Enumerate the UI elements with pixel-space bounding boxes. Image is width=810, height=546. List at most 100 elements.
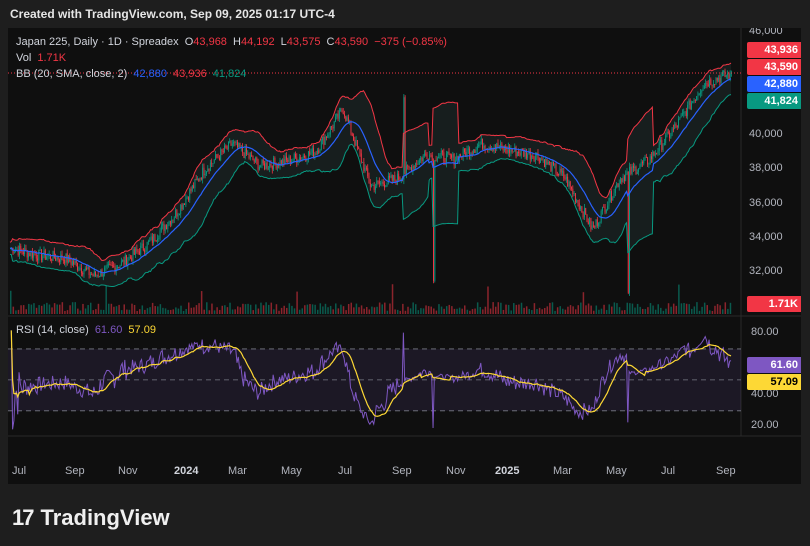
candle-body xyxy=(364,167,366,172)
volume-bar xyxy=(311,304,314,314)
candle-body xyxy=(229,141,231,143)
volume-bar xyxy=(167,309,169,314)
candle-body xyxy=(288,156,290,162)
volume-bar xyxy=(479,307,481,314)
volume-bar xyxy=(600,308,603,314)
candle-body xyxy=(442,151,443,153)
candle-body xyxy=(394,175,396,180)
candle-body xyxy=(376,180,378,187)
volume-bar xyxy=(373,307,376,314)
candle-body xyxy=(443,152,445,162)
volume-bar xyxy=(528,308,531,314)
volume-bar xyxy=(38,305,40,314)
volume-bar xyxy=(482,309,484,314)
volume-bar xyxy=(626,302,629,314)
candle-body xyxy=(304,155,305,158)
candle-body xyxy=(642,161,643,164)
candle-body xyxy=(157,238,158,241)
volume-bar xyxy=(507,304,510,314)
time-axis-label: Mar xyxy=(553,465,572,477)
candle-body xyxy=(182,203,184,210)
candle-body xyxy=(96,275,98,276)
upper-band-tag: 43,936 xyxy=(747,42,801,58)
candle-body xyxy=(546,158,548,165)
candle-body xyxy=(516,151,518,157)
candle-body xyxy=(420,158,422,160)
candle-body xyxy=(320,140,322,150)
volume-bar xyxy=(492,302,494,314)
volume-bar xyxy=(414,304,417,314)
rsi-axis-label: 40.00 xyxy=(751,388,779,401)
volume-bar xyxy=(402,303,404,314)
candle-body xyxy=(133,249,135,255)
candle-body xyxy=(97,275,99,277)
candle-body xyxy=(300,157,302,160)
candle-body xyxy=(413,166,415,169)
candle-body xyxy=(434,160,436,281)
volume-bar xyxy=(169,309,172,314)
candle-body xyxy=(180,204,182,215)
volume-bar xyxy=(244,304,247,314)
basis-tag: 42,880 xyxy=(747,76,801,92)
volume-bar xyxy=(322,306,324,314)
candle-body xyxy=(255,157,256,162)
volume-bar xyxy=(108,303,110,314)
candle-body xyxy=(83,270,85,275)
candle-body xyxy=(319,149,321,153)
candle-body xyxy=(431,155,433,161)
volume-bar xyxy=(559,306,561,314)
candle-body xyxy=(454,160,456,165)
volume-bar xyxy=(136,310,138,314)
candle-body xyxy=(520,149,522,156)
candle-body xyxy=(105,266,107,268)
volume-bar xyxy=(438,304,440,314)
candle-body xyxy=(476,146,478,150)
volume-bar xyxy=(613,302,616,314)
candle-body xyxy=(396,173,398,184)
chart-frame[interactable]: Japan 225, Daily · 1D · Spreadex O43,968… xyxy=(8,28,801,484)
candle-body xyxy=(49,254,51,260)
candle-body xyxy=(483,145,485,149)
candle-body xyxy=(439,154,441,157)
candle-body xyxy=(195,179,197,180)
candle-body xyxy=(247,154,249,155)
tradingview-logo-icon: 17 xyxy=(12,505,35,530)
candle-body xyxy=(177,214,179,217)
candle-body xyxy=(598,222,600,226)
legend-vol-value: 1.71K xyxy=(37,52,67,64)
candle-body xyxy=(369,183,371,187)
candle-body xyxy=(202,167,204,180)
candle-body xyxy=(529,150,531,160)
candle-body xyxy=(284,156,286,164)
volume-bar xyxy=(611,306,613,314)
candle-body xyxy=(313,148,315,158)
time-axis-label: 2025 xyxy=(495,465,520,477)
candle-body xyxy=(608,201,610,206)
volume-bar xyxy=(247,303,249,314)
volume-bar xyxy=(151,302,154,314)
tradingview-logo[interactable]: 17 TradingView xyxy=(12,505,170,531)
volume-bar xyxy=(453,308,456,314)
candle-body xyxy=(445,153,447,164)
candle-body xyxy=(306,159,308,161)
candle-body xyxy=(654,153,656,156)
legend-bb-basis: 42,880 xyxy=(133,68,167,80)
candle-body xyxy=(89,274,91,276)
time-axis-label: Nov xyxy=(118,465,138,477)
candle-body xyxy=(282,158,284,166)
candle-body xyxy=(132,249,134,261)
volume-bar xyxy=(386,310,389,314)
volume-bar xyxy=(61,302,64,314)
candle-body xyxy=(630,166,632,174)
candle-body xyxy=(117,267,118,269)
candle-body xyxy=(652,151,654,160)
candle-body xyxy=(253,160,255,162)
chart-canvas[interactable] xyxy=(8,28,801,484)
volume-bar xyxy=(120,310,123,314)
volume-bar xyxy=(445,306,448,314)
candle-body xyxy=(276,163,278,169)
candle-body xyxy=(531,155,532,160)
volume-bar xyxy=(554,310,556,314)
candle-body xyxy=(556,173,558,175)
volume-bar xyxy=(211,303,213,314)
